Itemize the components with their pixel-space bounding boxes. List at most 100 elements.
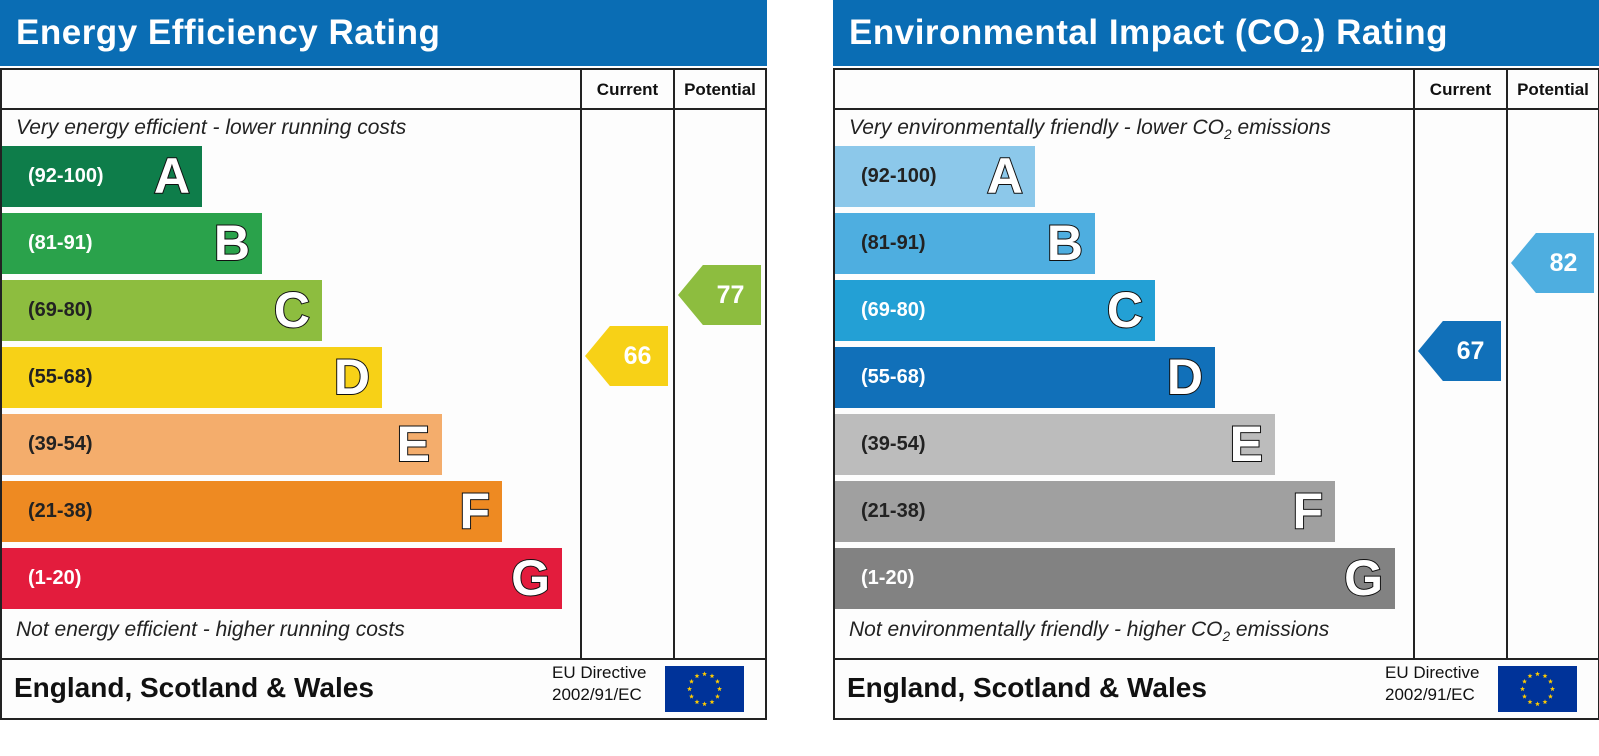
eu-star-icon xyxy=(1550,686,1555,692)
eu-directive: EU Directive 2002/91/EC xyxy=(1385,662,1479,706)
band-letter-label: A xyxy=(986,147,1024,205)
caption-subscript: 2 xyxy=(1224,127,1232,143)
rating-band-e: (39-54) E xyxy=(835,414,1275,475)
eu-star-icon xyxy=(1520,686,1525,692)
eu-star-icon xyxy=(1535,701,1540,707)
eu-directive: EU Directive 2002/91/EC xyxy=(552,662,646,706)
eu-star-icon xyxy=(717,686,722,692)
title-subscript: 2 xyxy=(1300,31,1314,57)
rating-band-b: (81-91) B xyxy=(2,213,262,274)
band-range-label: (1-20) xyxy=(861,567,915,589)
eu-star-icon xyxy=(1542,673,1548,679)
band-letter-label: F xyxy=(1291,482,1324,540)
band-letter-label: D xyxy=(333,348,371,406)
band-letter-label: C xyxy=(1106,281,1144,339)
rating-band-a: (92-100) A xyxy=(2,146,202,207)
eu-star-icon xyxy=(1548,678,1553,684)
eu-star-icon xyxy=(1527,699,1533,705)
rating-band-c: (69-80) C xyxy=(2,280,322,341)
rating-band-g: (1-20) G xyxy=(2,548,562,609)
rating-frame: Current Potential Very energy efficient … xyxy=(0,68,767,720)
eu-star-icon xyxy=(689,693,694,699)
potential-rating-value: 82 xyxy=(1549,249,1578,277)
band-range-label: (55-68) xyxy=(861,366,926,388)
potential-rating-arrow: 82 xyxy=(1511,233,1594,293)
caption-text: emissions xyxy=(1230,618,1330,641)
current-rating-value: 67 xyxy=(1456,337,1485,365)
band-range-label: (92-100) xyxy=(28,165,104,187)
divider xyxy=(1506,70,1508,660)
eu-flag-icon xyxy=(665,666,744,712)
divider xyxy=(1413,70,1415,660)
eu-star-icon xyxy=(687,686,692,692)
title-text: ) Rating xyxy=(1313,13,1448,52)
eu-star-icon xyxy=(1542,699,1548,705)
rating-band-b: (81-91) B xyxy=(835,213,1095,274)
eu-flag-icon xyxy=(1498,666,1577,712)
band-letter-label: E xyxy=(1229,415,1264,473)
rating-frame: Current Potential Very environmentally f… xyxy=(833,68,1599,720)
band-range-label: (39-54) xyxy=(861,433,926,455)
eu-directive-line: 2002/91/EC xyxy=(1385,685,1475,704)
band-letter-label: G xyxy=(1343,549,1384,607)
eu-star-icon xyxy=(715,693,720,699)
caption-text: emissions xyxy=(1231,116,1331,139)
rating-band-f: (21-38) F xyxy=(2,481,502,542)
rating-band-a: (92-100) A xyxy=(835,146,1035,207)
band-letter-label: A xyxy=(153,147,191,205)
caption-text: Very environmentally friendly - lower CO xyxy=(849,116,1225,139)
eu-star-icon xyxy=(702,701,707,707)
current-rating-arrow: 66 xyxy=(585,326,668,386)
band-range-label: (21-38) xyxy=(28,500,93,522)
top-caption: Very environmentally friendly - lower CO… xyxy=(849,116,1331,142)
rating-band-c: (69-80) C xyxy=(835,280,1155,341)
divider xyxy=(835,108,1413,110)
column-header-current: Current xyxy=(582,70,673,110)
eu-star-icon xyxy=(702,671,707,677)
potential-rating-value: 77 xyxy=(716,281,745,309)
band-range-label: (55-68) xyxy=(28,366,93,388)
band-letter-label: B xyxy=(213,214,251,272)
divider xyxy=(2,108,580,110)
eu-star-icon xyxy=(709,673,715,679)
band-range-label: (92-100) xyxy=(861,165,937,187)
band-range-label: (39-54) xyxy=(28,433,93,455)
rating-band-d: (55-68) D xyxy=(2,347,382,408)
column-header-current: Current xyxy=(1415,70,1506,110)
top-caption: Very energy efficient - lower running co… xyxy=(16,116,407,139)
energy-efficiency-panel: Energy Efficiency Rating Current Potenti… xyxy=(0,0,767,720)
caption-subscript: 2 xyxy=(1222,629,1231,645)
current-rating-value: 66 xyxy=(623,342,652,370)
panel-title: Energy Efficiency Rating xyxy=(0,0,767,66)
bottom-caption: Not energy efficient - higher running co… xyxy=(16,618,405,641)
eu-star-icon xyxy=(694,699,700,705)
band-letter-label: F xyxy=(458,482,491,540)
band-letter-label: E xyxy=(396,415,431,473)
current-rating-arrow: 67 xyxy=(1418,321,1501,381)
bottom-caption: Not environmentally friendly - higher CO… xyxy=(849,618,1329,644)
divider xyxy=(673,70,675,660)
band-letter-label: G xyxy=(510,549,551,607)
band-letter-label: B xyxy=(1046,214,1084,272)
divider xyxy=(2,658,765,660)
panel-title: Environmental Impact (CO2) Rating xyxy=(833,0,1599,66)
eu-star-icon xyxy=(1522,693,1527,699)
footer-region: England, Scotland & Wales xyxy=(14,672,374,703)
band-range-label: (1-20) xyxy=(28,567,82,589)
environmental-impact-panel: Environmental Impact (CO2) Rating Curren… xyxy=(833,0,1599,720)
eu-star-icon xyxy=(694,673,700,679)
band-range-label: (69-80) xyxy=(28,299,93,321)
column-header-potential: Potential xyxy=(1508,70,1598,110)
rating-band-g: (1-20) G xyxy=(835,548,1395,609)
eu-star-icon xyxy=(1522,678,1527,684)
band-letter-label: C xyxy=(273,281,311,339)
divider xyxy=(580,70,582,660)
band-range-label: (81-91) xyxy=(861,232,926,254)
rating-band-e: (39-54) E xyxy=(2,414,442,475)
eu-star-icon xyxy=(1535,671,1540,677)
eu-directive-line: EU Directive xyxy=(552,663,647,682)
title-text: Environmental Impact (CO xyxy=(849,13,1301,52)
potential-rating-arrow: 77 xyxy=(678,265,761,325)
rating-band-d: (55-68) D xyxy=(835,347,1215,408)
caption-text: Not environmentally friendly - higher CO xyxy=(849,618,1223,641)
